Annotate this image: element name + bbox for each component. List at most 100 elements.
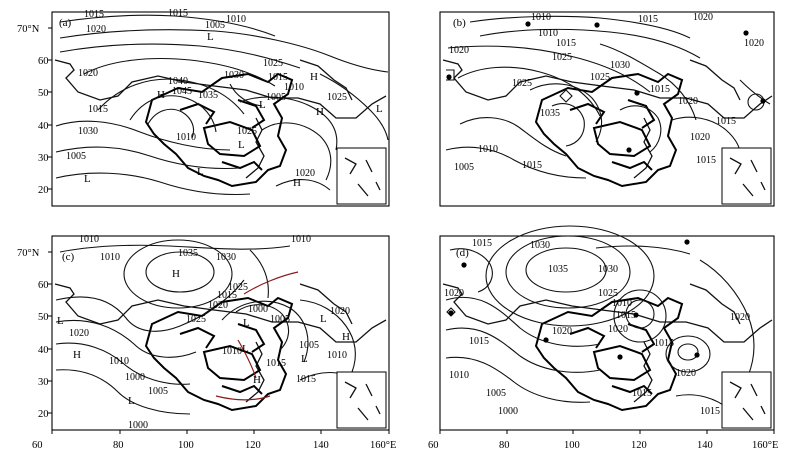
isobar-label: 1020 bbox=[690, 132, 710, 143]
lat-label-20: 20 bbox=[38, 409, 49, 420]
isobar-label: 1030 bbox=[224, 70, 244, 81]
low-pressure-mark: L bbox=[57, 315, 64, 327]
isobar-label: 1010 bbox=[284, 82, 304, 93]
isobar-label: 1015 bbox=[632, 388, 652, 399]
isobar-label: 1015 bbox=[268, 72, 288, 83]
coastline bbox=[245, 117, 265, 179]
isobar-label: 1025 bbox=[263, 58, 283, 69]
isobar-label: 1020 bbox=[608, 324, 628, 335]
lat-label-20: 20 bbox=[38, 185, 49, 196]
lon-label-160: 160°E bbox=[752, 440, 778, 451]
isobar-label: 1000 bbox=[498, 406, 518, 417]
panel-d: (d) 60 80 100 120 140 160°E bbox=[428, 225, 778, 451]
isobar-label: 1040 bbox=[168, 76, 188, 87]
isobar-label: 1025 bbox=[186, 314, 206, 325]
station-dot bbox=[461, 262, 467, 268]
isobar-label: 1045 bbox=[172, 86, 192, 97]
lon-label-140: 140 bbox=[697, 440, 713, 451]
station-dot bbox=[626, 147, 632, 153]
isobar-label: 1020 bbox=[208, 300, 228, 311]
lat-label-40: 40 bbox=[38, 345, 49, 356]
isobar-label: 1020 bbox=[86, 24, 106, 35]
isobar-label: 1030 bbox=[598, 264, 618, 275]
isobar-label: 1020 bbox=[78, 68, 98, 79]
isobar-label: 1005 bbox=[205, 20, 225, 31]
isobar-label: 1005 bbox=[148, 386, 168, 397]
south-china-sea-inset bbox=[721, 371, 772, 429]
isobar-label: 1010 bbox=[612, 298, 632, 309]
isobar-label: 1020 bbox=[678, 96, 698, 107]
isobar-label: 1035 bbox=[178, 248, 198, 259]
isobar-label: 1015 bbox=[716, 116, 736, 127]
isobar-label: 1020 bbox=[744, 38, 764, 49]
isobar-label: 1000 bbox=[125, 372, 145, 383]
isobar-label: 1030 bbox=[216, 252, 236, 263]
china-outline bbox=[535, 297, 683, 411]
coastline bbox=[442, 59, 773, 119]
isobar-label: 1010 bbox=[176, 132, 196, 143]
lat-label-60: 60 bbox=[38, 280, 49, 291]
coastline bbox=[54, 283, 387, 343]
lat-label-60: 60 bbox=[38, 56, 49, 67]
coastline bbox=[689, 59, 741, 101]
isobar-label: 1010 bbox=[327, 350, 347, 361]
panel-tag: (b) bbox=[453, 17, 466, 29]
china-outline bbox=[145, 73, 293, 187]
panel-c: (c) 70°N 60 50 40 30 20 60 80 100 120 bbox=[17, 234, 396, 451]
isobar-label: 1035 bbox=[548, 264, 568, 275]
isobar-label: 1010 bbox=[226, 14, 246, 25]
isobar-label: 1030 bbox=[610, 60, 630, 71]
high-pressure-mark: H bbox=[293, 177, 301, 189]
panel-tag: (d) bbox=[456, 247, 469, 259]
map-frame bbox=[439, 11, 775, 207]
panel-a: (a) 70°N 60 50 40 30 20 1015 1020 bbox=[17, 8, 390, 207]
coastline bbox=[633, 117, 653, 179]
trough-line bbox=[237, 339, 257, 379]
south-china-sea-inset bbox=[336, 147, 387, 205]
isobar-label: 1010 bbox=[222, 346, 242, 357]
high-pressure-mark: H bbox=[310, 71, 318, 83]
isobar-label: 1015 bbox=[469, 336, 489, 347]
isobar-labels: 1010 1015 1020 1010 1015 1025 1020 1025 … bbox=[449, 12, 764, 173]
station-dot bbox=[543, 337, 549, 343]
isobar-label: 1005 bbox=[486, 388, 506, 399]
isobar-label: 1005 bbox=[454, 162, 474, 173]
map-frame bbox=[439, 235, 775, 431]
isobar-label: 1015 bbox=[168, 8, 188, 19]
lon-label-120: 120 bbox=[631, 440, 647, 451]
trough-line bbox=[243, 271, 299, 295]
coastline bbox=[54, 59, 387, 119]
panel-tag: (a) bbox=[59, 17, 72, 29]
low-pressure-mark: L bbox=[128, 395, 135, 407]
coastline bbox=[442, 283, 773, 343]
high-pressure-mark: H bbox=[316, 106, 324, 118]
low-pressure-mark: L bbox=[84, 173, 91, 185]
station-dot bbox=[446, 74, 452, 80]
isobar-label: 1010 bbox=[478, 144, 498, 155]
station-dot bbox=[594, 22, 600, 28]
isobar-label: 1035 bbox=[198, 90, 218, 101]
isobar-label: 1010 bbox=[449, 370, 469, 381]
coastline bbox=[299, 283, 353, 325]
isobar-label: 1005 bbox=[66, 151, 86, 162]
isobar-label: 1025 bbox=[327, 92, 347, 103]
isobar-label: 1025 bbox=[237, 126, 257, 137]
coastline bbox=[689, 283, 741, 325]
isobar-label: 1020 bbox=[69, 328, 89, 339]
isobar-label: 1005 bbox=[299, 340, 319, 351]
lat-label-30: 30 bbox=[38, 153, 49, 164]
lon-label-100: 100 bbox=[178, 440, 194, 451]
isobar-label: 1020 bbox=[295, 168, 315, 179]
low-pressure-mark: L bbox=[301, 353, 308, 365]
isobar-labels: 1015 1030 1035 1030 1020 1025 1020 1010 … bbox=[444, 238, 750, 417]
isobar-label: 1015 bbox=[296, 374, 316, 385]
isobar-label: 1010 bbox=[100, 252, 120, 263]
station-dot bbox=[634, 90, 640, 96]
isobar-label: 1015 bbox=[616, 310, 636, 321]
isobar-label: 1025 bbox=[552, 52, 572, 63]
low-pressure-mark: L bbox=[320, 313, 327, 325]
lon-label-60: 60 bbox=[428, 440, 439, 451]
isobar-labels: 1015 1020 1015 1005 1010 1025 1020 1040 … bbox=[66, 8, 347, 179]
lat-label-50: 50 bbox=[38, 312, 49, 323]
